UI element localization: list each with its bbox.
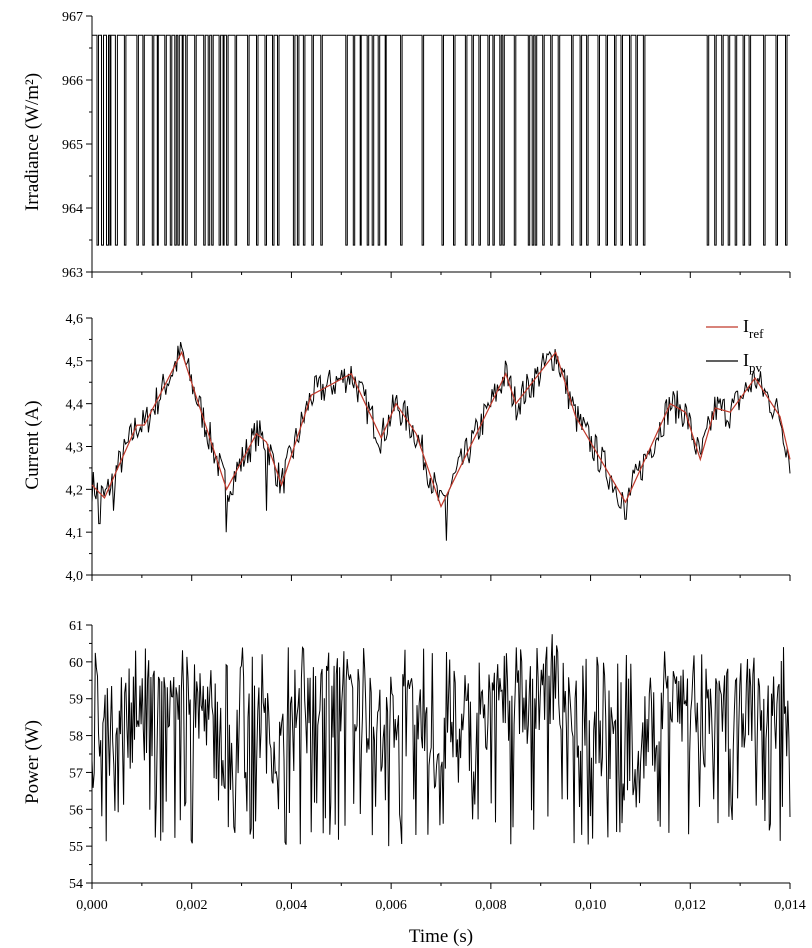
- x-tick-label: 0,006: [375, 898, 407, 913]
- current-y-tick-label: 4,3: [66, 441, 84, 456]
- power-y-tick-label: 55: [69, 840, 83, 855]
- current-axis-title: Current (A): [22, 400, 43, 489]
- current-y-tick-label: 4,4: [66, 398, 84, 413]
- x-tick-label: 0,004: [276, 898, 308, 913]
- power-line: [91, 634, 791, 847]
- x-tick-label: 0,012: [675, 898, 707, 913]
- irradiance-y-tick-label: 965: [62, 138, 83, 153]
- power-y-tick-label: 57: [69, 766, 83, 781]
- x-axis-title: Time (s): [409, 926, 473, 947]
- irradiance-line: [92, 34, 790, 246]
- irradiance-panel: Irradiance (W/m²) 963 964 965 966 967: [22, 10, 791, 281]
- power-axis-title: Power (W): [22, 720, 43, 804]
- power-y-tick-label: 54: [69, 877, 83, 892]
- current-panel: Current (A) Iref Ipv 4,0 4,1 4,2 4,3 4,4 4,5 4…: [22, 312, 791, 584]
- power-y-tick-label: 58: [69, 730, 83, 745]
- legend: Iref Ipv: [706, 316, 764, 375]
- irradiance-y-tick-label: 967: [62, 10, 83, 25]
- power-panel: Power (W) 54 55 56 57 58 59 60 61: [22, 619, 791, 892]
- irradiance-axis-title: Irradiance (W/m²): [22, 73, 43, 211]
- power-y-tick-label: 59: [69, 693, 83, 708]
- current-y-tick-label: 4,5: [66, 355, 84, 370]
- irradiance-y-tick-label: 964: [62, 202, 83, 217]
- current-y-tick-label: 4,2: [66, 483, 84, 498]
- ipv-line: [91, 341, 791, 541]
- x-tick-label: 0,010: [575, 898, 607, 913]
- current-y-tick-label: 4,6: [66, 312, 84, 327]
- irradiance-y-tick-label: 963: [62, 266, 83, 281]
- current-y-tick-label: 4,0: [66, 569, 84, 584]
- current-y-tick-label: 4,1: [66, 526, 84, 541]
- power-y-tick-label: 61: [69, 619, 83, 634]
- legend-iref-label: Iref: [743, 316, 764, 341]
- irradiance-y-tick-label: 966: [62, 74, 83, 89]
- x-tick-label: 0,014: [774, 898, 806, 913]
- iref-line: [91, 350, 791, 509]
- x-tick-label: 0,008: [475, 898, 507, 913]
- power-y-tick-label: 56: [69, 803, 83, 818]
- x-tick-label: 0,000: [76, 898, 108, 913]
- power-y-tick-label: 60: [69, 656, 83, 671]
- x-tick-labels: 0,000 0,002 0,004 0,006 0,008 0,010 0,012 0,014: [76, 898, 806, 913]
- x-tick-label: 0,002: [176, 898, 208, 913]
- legend-ipv-label: Ipv: [743, 350, 763, 375]
